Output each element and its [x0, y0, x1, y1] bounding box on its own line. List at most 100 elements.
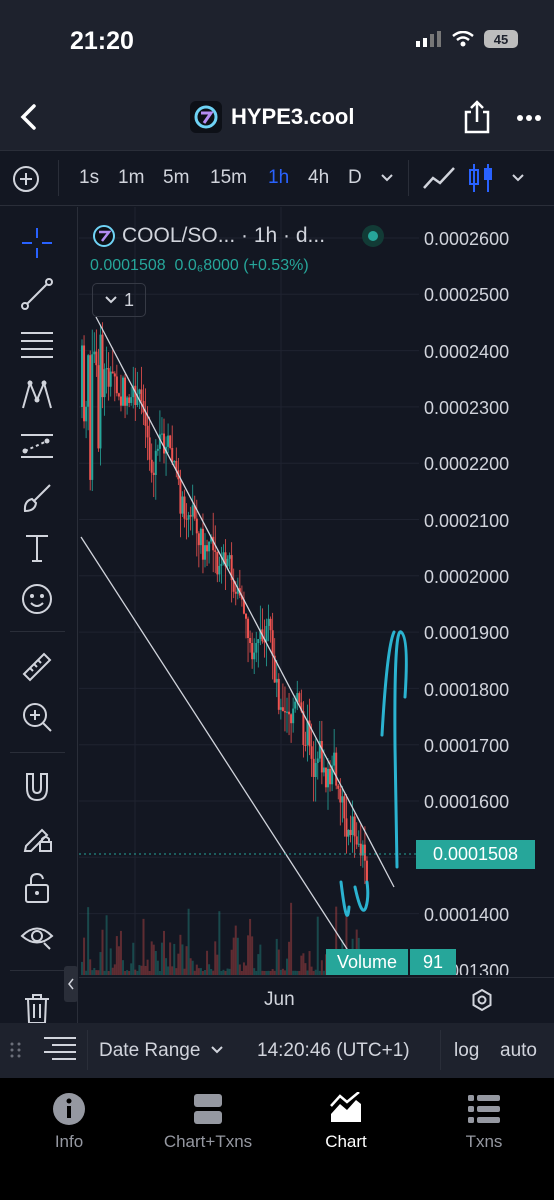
crosshair-icon[interactable]	[18, 224, 56, 262]
more-icon[interactable]	[516, 114, 542, 122]
volume-bar	[236, 937, 239, 975]
volume-bar	[179, 934, 182, 975]
interval-5m[interactable]: 5m	[163, 167, 190, 188]
volume-bar	[251, 936, 254, 975]
legend-price-row: 0.0001508 0.0₆8000 (+0.53%)	[90, 257, 309, 275]
emoji-icon[interactable]	[18, 580, 56, 618]
volume-bar	[163, 930, 165, 975]
add-symbol-icon[interactable]	[12, 165, 40, 193]
annotation-arrow-head-left	[380, 630, 396, 737]
interval-4h[interactable]: 4h	[308, 167, 330, 188]
candle-body	[355, 836, 358, 845]
tools-divider	[10, 970, 65, 971]
candle-body	[363, 844, 366, 861]
menu-lines-icon[interactable]	[42, 1034, 78, 1064]
candle-body	[312, 758, 315, 778]
price-axis-label: 0.0002100	[424, 511, 510, 531]
candle-body	[111, 371, 114, 374]
volume-bar	[160, 942, 163, 975]
volume-bar	[222, 969, 225, 975]
price-axis-label: 0.0002500	[424, 285, 510, 305]
candle-body	[126, 397, 129, 406]
volume-bar	[224, 970, 227, 975]
volume-bar	[109, 948, 112, 975]
interval-1s[interactable]: 1s	[79, 167, 100, 188]
candle-body	[255, 643, 258, 653]
volume-bar	[189, 958, 192, 975]
volume-bar	[322, 970, 325, 975]
auto-scale-toggle[interactable]: auto	[500, 1040, 537, 1061]
candle-body	[109, 371, 112, 387]
trend-line-icon[interactable]	[18, 275, 56, 313]
chevron-down-icon[interactable]	[511, 173, 525, 183]
back-arrow-icon[interactable]	[18, 104, 40, 130]
fib-retracement-icon[interactable]	[18, 325, 56, 363]
candle-body	[242, 599, 245, 614]
brush-icon[interactable]	[18, 479, 56, 517]
candle-body	[113, 373, 116, 377]
date-range-button[interactable]: Date Range	[99, 1040, 201, 1061]
unlock-icon[interactable]	[18, 869, 56, 907]
volume-bar	[314, 969, 317, 975]
interval-1h[interactable]: 1h	[268, 167, 290, 188]
timezone-clock[interactable]: 14:20:46 (UTC+1)	[257, 1040, 410, 1061]
volume-bar	[89, 959, 92, 975]
candle-body	[169, 435, 172, 448]
magnet-icon[interactable]	[18, 768, 56, 806]
volume-bar	[126, 970, 129, 975]
chevron-down-icon[interactable]	[380, 173, 394, 183]
symbol-legend[interactable]: COOL/SO... · 1h · d...	[122, 224, 326, 247]
candles-chart-type-icon[interactable]	[466, 162, 496, 194]
interval-1m[interactable]: 1m	[118, 167, 145, 188]
chart-settings-icon[interactable]	[470, 988, 494, 1012]
candle-body	[187, 515, 190, 520]
visibility-icon[interactable]	[18, 917, 56, 955]
volume-bar	[312, 971, 315, 975]
chevron-down-icon[interactable]	[210, 1045, 224, 1055]
ruler-icon[interactable]	[18, 648, 56, 686]
lock-drawings-icon[interactable]	[18, 818, 56, 856]
chart-canvas[interactable]	[79, 207, 554, 975]
volume-bar	[99, 952, 102, 975]
volume-bar	[271, 969, 274, 975]
time-axis[interactable]	[79, 977, 554, 1023]
time-axis-label: Jun	[264, 989, 295, 1010]
candle-body	[265, 625, 268, 642]
candle-body	[99, 334, 102, 449]
drag-handle-icon[interactable]	[9, 1040, 23, 1060]
indicators-toggle[interactable]: 1	[92, 283, 146, 317]
log-scale-toggle[interactable]: log	[454, 1040, 480, 1061]
volume-bar	[138, 965, 141, 975]
forecast-icon[interactable]	[18, 427, 56, 465]
collapse-toolbar-handle[interactable]	[64, 966, 78, 1002]
volume-bar	[158, 970, 161, 975]
volume-bar	[115, 936, 118, 975]
volume-bar	[146, 959, 149, 975]
volume-bar	[191, 960, 194, 975]
pattern-icon[interactable]	[18, 376, 56, 414]
channel-lines	[80, 316, 395, 953]
text-icon[interactable]	[18, 529, 56, 567]
volume-bar	[212, 970, 215, 975]
line-chart-type-icon[interactable]	[422, 164, 456, 192]
volume-bar	[257, 954, 260, 975]
status-icons: 45	[416, 30, 518, 48]
candle-body	[183, 496, 186, 519]
interval-d[interactable]: D	[348, 167, 362, 188]
tab-chart[interactable]: Chart	[281, 1092, 411, 1152]
share-icon[interactable]	[463, 100, 491, 134]
volume-bar	[130, 963, 133, 975]
bottom-divider	[440, 1030, 441, 1070]
volume-bar	[316, 916, 319, 975]
zoom-in-icon[interactable]	[18, 698, 56, 736]
candle-body	[281, 707, 284, 712]
tab-info[interactable]: Info	[4, 1092, 134, 1152]
candle-body	[119, 396, 122, 406]
volume-bar	[177, 953, 180, 975]
volume-bar	[263, 970, 266, 975]
interval-15m[interactable]: 15m	[210, 167, 247, 188]
tab-chart-txns[interactable]: Chart+Txns	[143, 1092, 273, 1152]
volume-bar	[183, 968, 186, 975]
volume-bar	[259, 944, 262, 975]
tab-txns[interactable]: Txns	[419, 1092, 549, 1152]
